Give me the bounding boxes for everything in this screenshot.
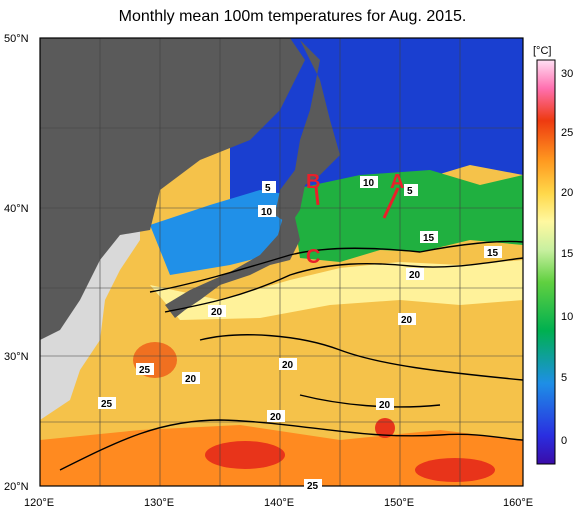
contour-label: 25 <box>136 363 154 376</box>
contour-label: 5 <box>404 184 418 197</box>
svg-text:25: 25 <box>139 365 151 376</box>
colorbar-tick: 30 <box>561 68 573 80</box>
colorbar-tick: 15 <box>561 248 573 260</box>
contour-label: 5 <box>262 181 276 194</box>
region-markers: A B C <box>306 171 404 268</box>
svg-text:15: 15 <box>487 248 499 259</box>
lon-label: 120°E <box>24 497 54 509</box>
contour-label: 20 <box>279 358 297 371</box>
contour-labels: 5 10 5 10 15 15 20 20 20 25 20 25 20 20 … <box>98 176 502 492</box>
green-water-region <box>290 170 523 262</box>
colorbar-tick: 20 <box>561 187 573 199</box>
colorbar-tick: 10 <box>561 311 573 323</box>
warm-eddy <box>375 418 395 438</box>
land-sakhalin-hokkaido <box>275 40 340 225</box>
colorbar-tick: 5 <box>561 372 567 384</box>
svg-text:20: 20 <box>282 360 294 371</box>
contour-label: 10 <box>360 176 378 189</box>
contour-label: 15 <box>484 246 502 259</box>
contour-label: 25 <box>98 397 116 410</box>
lon-label: 150°E <box>384 497 414 509</box>
svg-text:20: 20 <box>270 412 282 423</box>
contour-label: 20 <box>182 372 200 385</box>
contour-label: 20 <box>398 313 416 326</box>
contour-lines <box>59 240 523 471</box>
svg-text:5: 5 <box>265 183 271 194</box>
map-frame <box>39 37 524 487</box>
contour-label: 25 <box>304 479 322 492</box>
lat-label: 40°N <box>4 203 29 215</box>
colorbar-scale <box>536 59 556 465</box>
latitude-labels: 50°N 40°N 30°N 20°N <box>4 33 29 493</box>
svg-text:20: 20 <box>185 374 197 385</box>
lon-label: 160°E <box>503 497 533 509</box>
svg-text:20: 20 <box>211 307 223 318</box>
marker-b: B <box>306 171 320 193</box>
svg-text:5: 5 <box>407 186 413 197</box>
marker-b-line <box>314 186 320 206</box>
svg-text:20: 20 <box>409 270 421 281</box>
lon-label: 140°E <box>264 497 294 509</box>
contour-label: 20 <box>267 410 285 423</box>
colorbar-tick: 0 <box>561 435 567 447</box>
contour-label: 20 <box>208 305 226 318</box>
contour-label: 20 <box>406 268 424 281</box>
svg-text:10: 10 <box>363 178 375 189</box>
svg-text:15: 15 <box>423 233 435 244</box>
land-mainland <box>40 38 305 340</box>
lat-label: 50°N <box>4 33 29 45</box>
contour-label: 15 <box>420 231 438 244</box>
marker-a: A <box>390 171 404 193</box>
contour-label: 10 <box>258 205 276 218</box>
marker-c: C <box>306 246 320 268</box>
lat-label: 30°N <box>4 351 29 363</box>
colorbar-unit: [°C] <box>533 45 551 57</box>
warm-eddy <box>415 458 495 482</box>
contour-label: 20 <box>376 398 394 411</box>
colorbar-tick: 25 <box>561 127 573 139</box>
longitude-labels: 120°E 130°E 140°E 150°E 160°E <box>24 497 533 509</box>
land-honshu <box>165 195 300 318</box>
warm-eddy <box>205 441 285 469</box>
transition-band <box>150 260 523 320</box>
svg-text:20: 20 <box>401 315 413 326</box>
colorbar: [°C] 30 25 20 15 10 5 0 <box>533 45 573 465</box>
lon-label: 130°E <box>144 497 174 509</box>
marker-a-line <box>382 187 400 219</box>
map-title: Monthly mean 100m temperatures for Aug. … <box>118 8 467 25</box>
grid-lines <box>40 38 523 486</box>
svg-text:10: 10 <box>261 207 273 218</box>
svg-text:25: 25 <box>101 399 113 410</box>
lat-label: 20°N <box>4 481 29 493</box>
svg-text:20: 20 <box>379 400 391 411</box>
svg-text:25: 25 <box>307 481 319 492</box>
